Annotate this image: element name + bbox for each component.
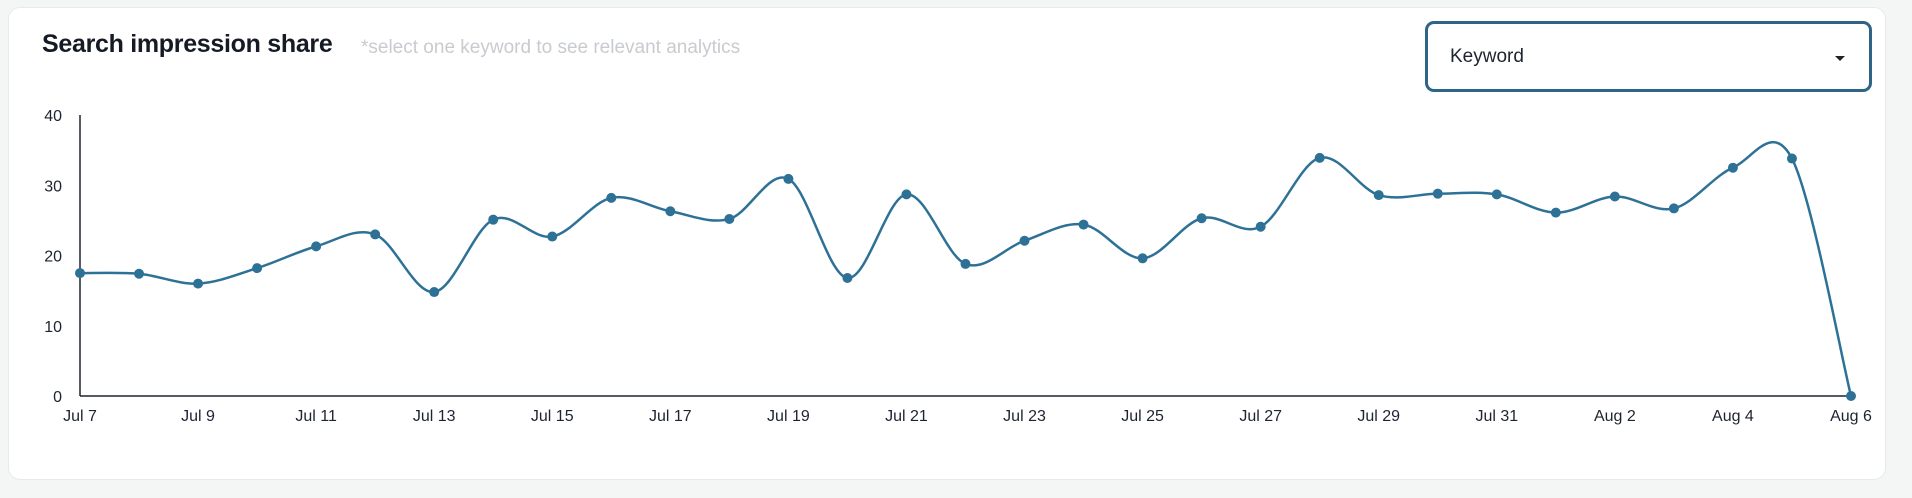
series-line bbox=[79, 141, 1853, 397]
x-tick-label: Jul 17 bbox=[649, 408, 692, 425]
x-tick-label: Jul 15 bbox=[531, 408, 574, 425]
x-tick-label: Jul 7 bbox=[63, 408, 97, 425]
x-tick-label: Jul 9 bbox=[181, 408, 215, 425]
caret-down-icon bbox=[1835, 56, 1845, 61]
data-point[interactable] bbox=[901, 189, 912, 200]
data-point[interactable] bbox=[1373, 190, 1384, 201]
data-point[interactable] bbox=[1432, 188, 1443, 199]
x-tick-label: Jul 11 bbox=[295, 408, 337, 425]
y-tick-label: 10 bbox=[44, 319, 62, 336]
data-point[interactable] bbox=[1550, 207, 1561, 218]
x-tick-label: Jul 19 bbox=[767, 408, 810, 425]
data-point[interactable] bbox=[252, 263, 263, 274]
keyword-dropdown[interactable]: Keyword bbox=[1425, 21, 1872, 92]
data-point[interactable] bbox=[1137, 253, 1148, 264]
data-point[interactable] bbox=[488, 214, 499, 225]
page-title: Search impression share bbox=[42, 30, 333, 58]
data-point[interactable] bbox=[1314, 152, 1325, 163]
hint-text: *select one keyword to see relevant anal… bbox=[361, 37, 741, 58]
data-point[interactable] bbox=[1491, 189, 1502, 200]
x-tick-label: Jul 31 bbox=[1475, 408, 1518, 425]
data-point[interactable] bbox=[960, 258, 971, 269]
data-point[interactable] bbox=[547, 231, 558, 242]
chart-axes bbox=[79, 115, 1851, 397]
data-point[interactable] bbox=[1786, 153, 1797, 164]
data-point[interactable] bbox=[1668, 203, 1679, 214]
x-tick-label: Aug 2 bbox=[1594, 408, 1636, 425]
data-point[interactable] bbox=[1255, 221, 1266, 232]
data-point[interactable] bbox=[134, 268, 145, 279]
x-tick-label: Aug 6 bbox=[1830, 408, 1872, 425]
x-tick-label: Jul 25 bbox=[1121, 408, 1164, 425]
keyword-dropdown-label: Keyword bbox=[1450, 46, 1524, 67]
data-point[interactable] bbox=[1727, 162, 1738, 173]
data-point[interactable] bbox=[665, 206, 676, 217]
y-tick-label: 0 bbox=[53, 389, 62, 406]
data-point[interactable] bbox=[1846, 391, 1856, 401]
data-point[interactable] bbox=[311, 241, 322, 252]
data-point[interactable] bbox=[370, 229, 381, 240]
data-point[interactable] bbox=[429, 287, 440, 298]
data-point[interactable] bbox=[193, 278, 204, 289]
data-point[interactable] bbox=[783, 173, 794, 184]
data-point[interactable] bbox=[1196, 213, 1207, 224]
chart-ticks: 0 10 20 30 40 Jul 7 Jul 9 Jul 11 Jul 13 Jul 15 Jul… bbox=[44, 108, 1872, 425]
data-point[interactable] bbox=[1078, 219, 1089, 230]
data-point[interactable] bbox=[1609, 191, 1620, 202]
x-tick-label: Jul 27 bbox=[1239, 408, 1282, 425]
data-point[interactable] bbox=[606, 192, 617, 203]
x-tick-label: Jul 29 bbox=[1357, 408, 1400, 425]
y-tick-label: 20 bbox=[44, 249, 62, 266]
data-point[interactable] bbox=[724, 213, 735, 224]
x-tick-label: Jul 23 bbox=[1003, 408, 1046, 425]
series-points bbox=[75, 152, 1856, 401]
data-point[interactable] bbox=[842, 272, 853, 283]
y-tick-label: 30 bbox=[44, 178, 62, 195]
x-tick-label: Aug 4 bbox=[1712, 408, 1754, 425]
x-tick-label: Jul 21 bbox=[885, 408, 928, 425]
data-point[interactable] bbox=[75, 268, 85, 279]
x-tick-label: Jul 13 bbox=[413, 408, 456, 425]
data-point[interactable] bbox=[1019, 235, 1030, 246]
y-tick-label: 40 bbox=[44, 108, 62, 125]
